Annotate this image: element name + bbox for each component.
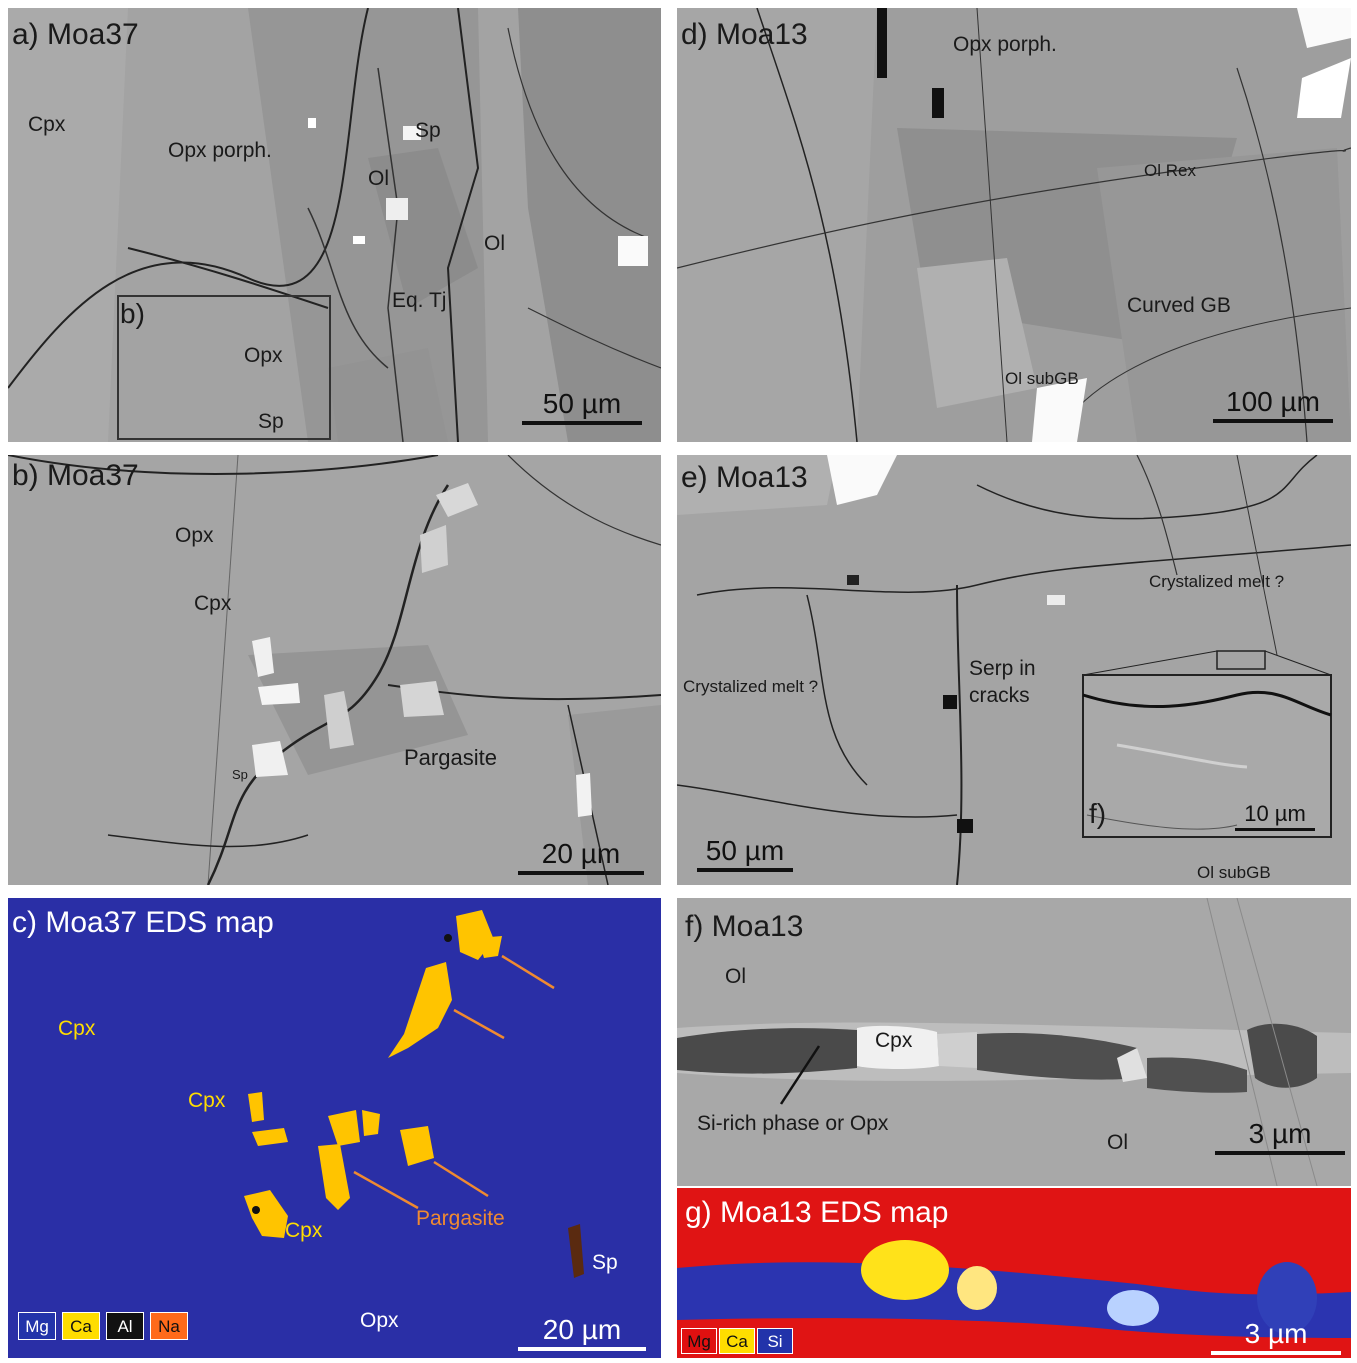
legend-mg: Mg <box>681 1328 717 1354</box>
legend-al: Al <box>106 1312 144 1340</box>
scale-bar: 50 µm <box>697 837 793 872</box>
inset-scale-bar: 10 µm <box>1235 803 1315 831</box>
scale-label: 50 µm <box>542 388 622 419</box>
label-ol: Ol <box>484 232 505 255</box>
label-si-rich-phase: Si-rich phase or Opx <box>697 1112 889 1135</box>
scale-bar: 20 µm <box>518 1316 646 1351</box>
scale-label: 20 µm <box>541 838 621 869</box>
panel-c-image <box>8 898 661 1358</box>
label-pargasite: Pargasite <box>416 1207 505 1230</box>
panel-a: a) Moa37 Cpx Opx porph. Sp Ol Ol Eq. Tj … <box>8 8 661 442</box>
scale-label: 3 µm <box>1244 1318 1308 1349</box>
panel-g: g) Moa13 EDS map Mg Ca Si 3 µm <box>677 1188 1351 1358</box>
scale-bar: 100 µm <box>1213 388 1333 423</box>
panel-e-title: e) Moa13 <box>681 461 808 494</box>
label-f-inset: f) <box>1089 798 1107 829</box>
scale-bar: 3 µm <box>1215 1120 1345 1155</box>
label-cpx: Cpx <box>194 592 232 615</box>
label-opx: Opx <box>175 524 214 547</box>
label-ol: Ol <box>368 167 389 190</box>
panel-c: c) Moa37 EDS map Cpx Cpx Cpx Pargasite S… <box>8 898 661 1358</box>
label-opx: Opx <box>360 1309 399 1332</box>
panel-b-title: b) Moa37 <box>12 459 139 492</box>
label-ol-subgb: Ol subGB <box>1005 369 1079 388</box>
legend-ca: Ca <box>719 1328 755 1354</box>
panel-g-image <box>677 1188 1351 1358</box>
label-sp: Sp <box>415 119 441 142</box>
panel-d-image <box>677 8 1351 442</box>
label-serp-in-cracks: Serp in cracks <box>969 657 1036 708</box>
legend-ca: Ca <box>62 1312 100 1340</box>
scale-label: 20 µm <box>542 1314 622 1345</box>
element-legend: Mg Ca Al Na <box>18 1312 188 1340</box>
label-eq-tj: Eq. Tj <box>392 289 447 312</box>
panel-f-title: f) Moa13 <box>685 910 804 943</box>
label-cpx: Cpx <box>875 1029 913 1052</box>
panel-f-image <box>677 898 1351 1186</box>
scale-label: 50 µm <box>705 835 785 866</box>
label-ol-rex: Ol Rex <box>1144 161 1196 180</box>
element-legend: Mg Ca Si <box>681 1328 793 1354</box>
label-cpx: Cpx <box>58 1017 96 1040</box>
panel-d: d) Moa13 Opx porph. Ol Rex Curved GB Ol … <box>677 8 1351 442</box>
legend-mg: Mg <box>18 1312 56 1340</box>
label-ol-subgb: Ol subGB <box>1197 863 1271 882</box>
label-opx: Opx <box>244 344 283 367</box>
label-cpx: Cpx <box>188 1089 226 1112</box>
label-crystalized-melt: Crystalized melt ? <box>1149 572 1285 591</box>
panel-a-image <box>8 8 661 442</box>
label-cpx: Cpx <box>28 113 66 136</box>
panel-d-title: d) Moa13 <box>681 18 808 51</box>
scale-label: 3 µm <box>1248 1118 1312 1149</box>
label-crystalized-melt: Crystalized melt ? <box>683 677 819 696</box>
label-sp: Sp <box>592 1251 618 1274</box>
label-curved-gb: Curved GB <box>1127 294 1231 317</box>
scale-bar: 3 µm <box>1211 1320 1341 1355</box>
label-ol: Ol <box>725 965 746 988</box>
scale-bar: 20 µm <box>518 840 644 875</box>
label-b-box: b) <box>120 298 145 329</box>
label-sp: Sp <box>258 410 284 433</box>
panel-b-image <box>8 455 661 885</box>
panel-f: f) Moa13 Ol Cpx Si-rich phase or Opx Ol … <box>677 898 1351 1186</box>
label-opx-porph: Opx porph. <box>168 139 272 162</box>
panel-c-title: c) Moa37 EDS map <box>12 906 274 939</box>
legend-na: Na <box>150 1312 188 1340</box>
panel-b: b) Moa37 Opx Cpx Sp Pargasite 20 µm <box>8 455 661 885</box>
label-pargasite: Pargasite <box>404 745 497 770</box>
inset-scale-label: 10 µm <box>1244 801 1306 826</box>
scale-bar: 50 µm <box>522 390 642 425</box>
label-opx-porph: Opx porph. <box>953 33 1057 56</box>
panel-e-image <box>677 455 1351 885</box>
label-ol: Ol <box>1107 1131 1128 1154</box>
legend-si: Si <box>757 1328 793 1354</box>
label-sp: Sp <box>232 767 248 782</box>
panel-g-title: g) Moa13 EDS map <box>685 1196 949 1229</box>
panel-a-title: a) Moa37 <box>12 18 139 51</box>
label-cpx: Cpx <box>285 1219 323 1242</box>
scale-label: 100 µm <box>1226 386 1320 417</box>
panel-e: e) Moa13 Crystalized melt ? Crystalized … <box>677 455 1351 885</box>
